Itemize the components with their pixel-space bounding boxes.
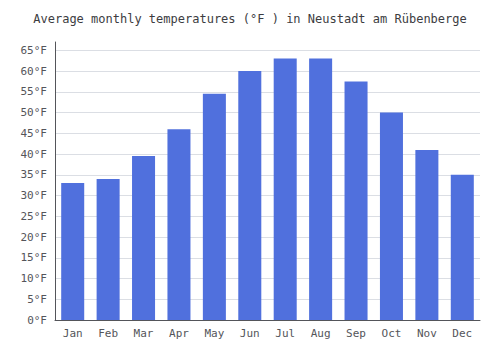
svg-text:Oct: Oct — [382, 327, 402, 340]
svg-text:Apr: Apr — [169, 327, 189, 340]
svg-text:10°F: 10°F — [21, 272, 48, 285]
svg-text:35°F: 35°F — [21, 168, 48, 181]
svg-text:20°F: 20°F — [21, 231, 48, 244]
svg-text:30°F: 30°F — [21, 189, 48, 202]
svg-text:May: May — [204, 327, 224, 340]
svg-text:45°F: 45°F — [21, 127, 48, 140]
svg-text:Dec: Dec — [452, 327, 472, 340]
svg-text:Sep: Sep — [346, 327, 366, 340]
svg-text:0°F: 0°F — [27, 314, 47, 327]
svg-text:65°F: 65°F — [21, 44, 48, 57]
svg-text:Nov: Nov — [417, 327, 437, 340]
svg-text:Feb: Feb — [98, 327, 118, 340]
svg-text:Average monthly temperatures (: Average monthly temperatures (°F ) in Ne… — [33, 12, 466, 26]
svg-text:Jul: Jul — [275, 327, 295, 340]
svg-text:15°F: 15°F — [21, 251, 48, 264]
svg-text:5°F: 5°F — [27, 293, 47, 306]
svg-text:60°F: 60°F — [21, 65, 48, 78]
svg-text:25°F: 25°F — [21, 210, 48, 223]
svg-text:Aug: Aug — [311, 327, 331, 340]
svg-text:50°F: 50°F — [21, 106, 48, 119]
svg-text:Jan: Jan — [63, 327, 83, 340]
svg-text:55°F: 55°F — [21, 85, 48, 98]
svg-text:Mar: Mar — [134, 327, 154, 340]
svg-text:40°F: 40°F — [21, 148, 48, 161]
svg-text:Jun: Jun — [240, 327, 260, 340]
